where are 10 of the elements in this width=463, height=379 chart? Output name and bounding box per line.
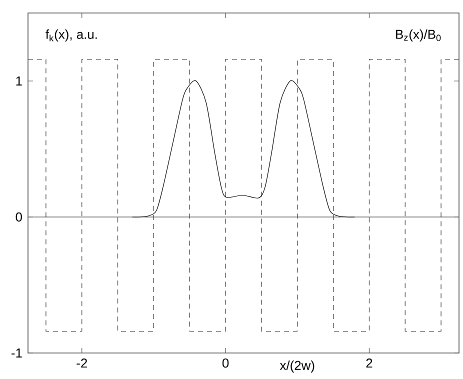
annotation: B$_{z}$(x)/B$_{0}$ xyxy=(396,29,441,42)
x-tick-label: 0 xyxy=(222,358,229,368)
x-tick-label: -2 xyxy=(76,358,87,368)
y-axis-title: f$_{k}$(x), a.u. xyxy=(46,29,97,42)
x-tick-label: 2 xyxy=(366,358,372,368)
x-axis-title: x/(2w) xyxy=(280,360,314,373)
y-tick-label: -1 xyxy=(12,348,22,358)
y-tick-label: 1 xyxy=(16,76,22,86)
y-tick-label: 0 xyxy=(16,212,22,222)
line-series xyxy=(132,80,356,218)
